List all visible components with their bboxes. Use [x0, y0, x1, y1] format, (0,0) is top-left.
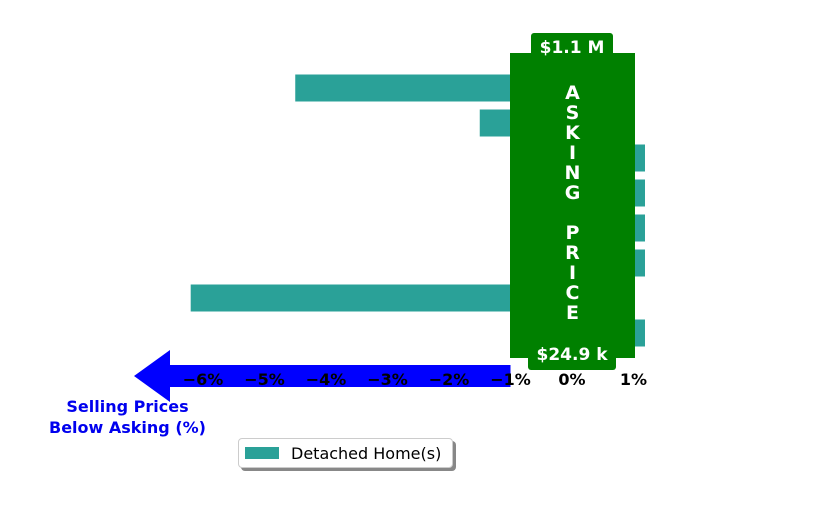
x-tick-label: −1%	[490, 370, 531, 389]
x-tick-label: 1%	[620, 370, 647, 389]
legend: Detached Home(s)	[238, 438, 453, 468]
x-tick-label: −6%	[183, 370, 224, 389]
x-tick-label: −2%	[429, 370, 470, 389]
max-price-badge: $1.1 M	[531, 33, 613, 63]
legend-swatch	[245, 447, 279, 459]
x-axis-label: Selling Prices Below Asking (%)	[49, 397, 206, 437]
bar-6	[190, 284, 511, 312]
legend-label: Detached Home(s)	[291, 443, 442, 463]
x-tick-label: 0%	[558, 370, 585, 389]
bars-group	[190, 74, 645, 347]
x-tick-label: −5%	[244, 370, 285, 389]
x-tick-label: −4%	[306, 370, 347, 389]
asking-price-panel	[510, 53, 635, 358]
bar-1	[479, 109, 511, 137]
x-tick-label: −3%	[367, 370, 408, 389]
bar-0	[295, 74, 511, 102]
below-asking-arrow	[134, 350, 511, 402]
x-tick-labels: −6% −5% −4% −3% −2% −1% 0% 1%	[183, 370, 647, 389]
min-price-badge: $24.9 k	[528, 340, 616, 370]
